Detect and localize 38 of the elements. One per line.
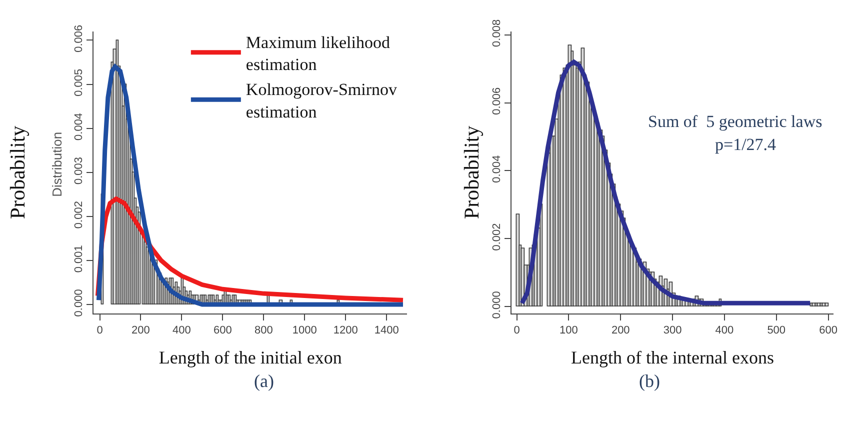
y-tick-label: 0.000 [73,289,86,317]
legend-label: Maximum likelihood estimation [246,32,390,74]
annotation: Sum of 5 geometric laws [648,112,822,131]
y-tick-label: 0.008 [491,19,504,47]
x-tick-label: 400 [172,324,191,337]
x-tick-label: 200 [611,324,630,337]
y-tick-label: 0.005 [73,68,86,96]
x-tick-label: 1200 [333,324,358,337]
x-tick-label: 1400 [374,324,399,337]
y-tick-label: 0.004 [491,155,504,183]
x-tick-label: 800 [254,324,273,337]
y-tick-label: 0.006 [491,87,504,115]
y-tick-label: 0.003 [73,156,86,185]
x-tick-label: 100 [560,324,578,337]
annotation: p=1/27.4 [715,135,777,154]
x-tick-label: 1000 [292,324,317,337]
x-tick-label: 600 [819,324,838,337]
y-tick-label: 0.000 [491,291,504,319]
y-tick-label: 0.002 [73,201,86,229]
text: (b) [639,371,660,391]
x-tick-label: 500 [767,324,786,337]
text: Distribution [49,132,64,197]
x-tick-label: 300 [663,324,682,337]
y-axis-title: Probability [5,125,30,220]
x-tick-label: 0 [514,324,520,337]
y-tick-label: 0.006 [73,24,86,52]
x-tick-label: 0 [96,324,103,337]
x-tick-label: 200 [132,324,150,337]
y-axis-title: Probability [459,125,484,220]
x-tick-label: 400 [715,324,734,337]
legend-label: Kolmogorov-Smirnov estimation [246,80,398,122]
x-tick-label: 600 [214,324,232,337]
y-tick-label: 0.004 [73,112,86,140]
x-axis-title: Length of the initial exon [158,348,342,368]
x-axis-title: Length of the internal exons [571,348,774,368]
y-tick-label: 0.002 [491,223,504,251]
text: (a) [254,371,274,391]
y-tick-label: 0.001 [73,245,86,273]
